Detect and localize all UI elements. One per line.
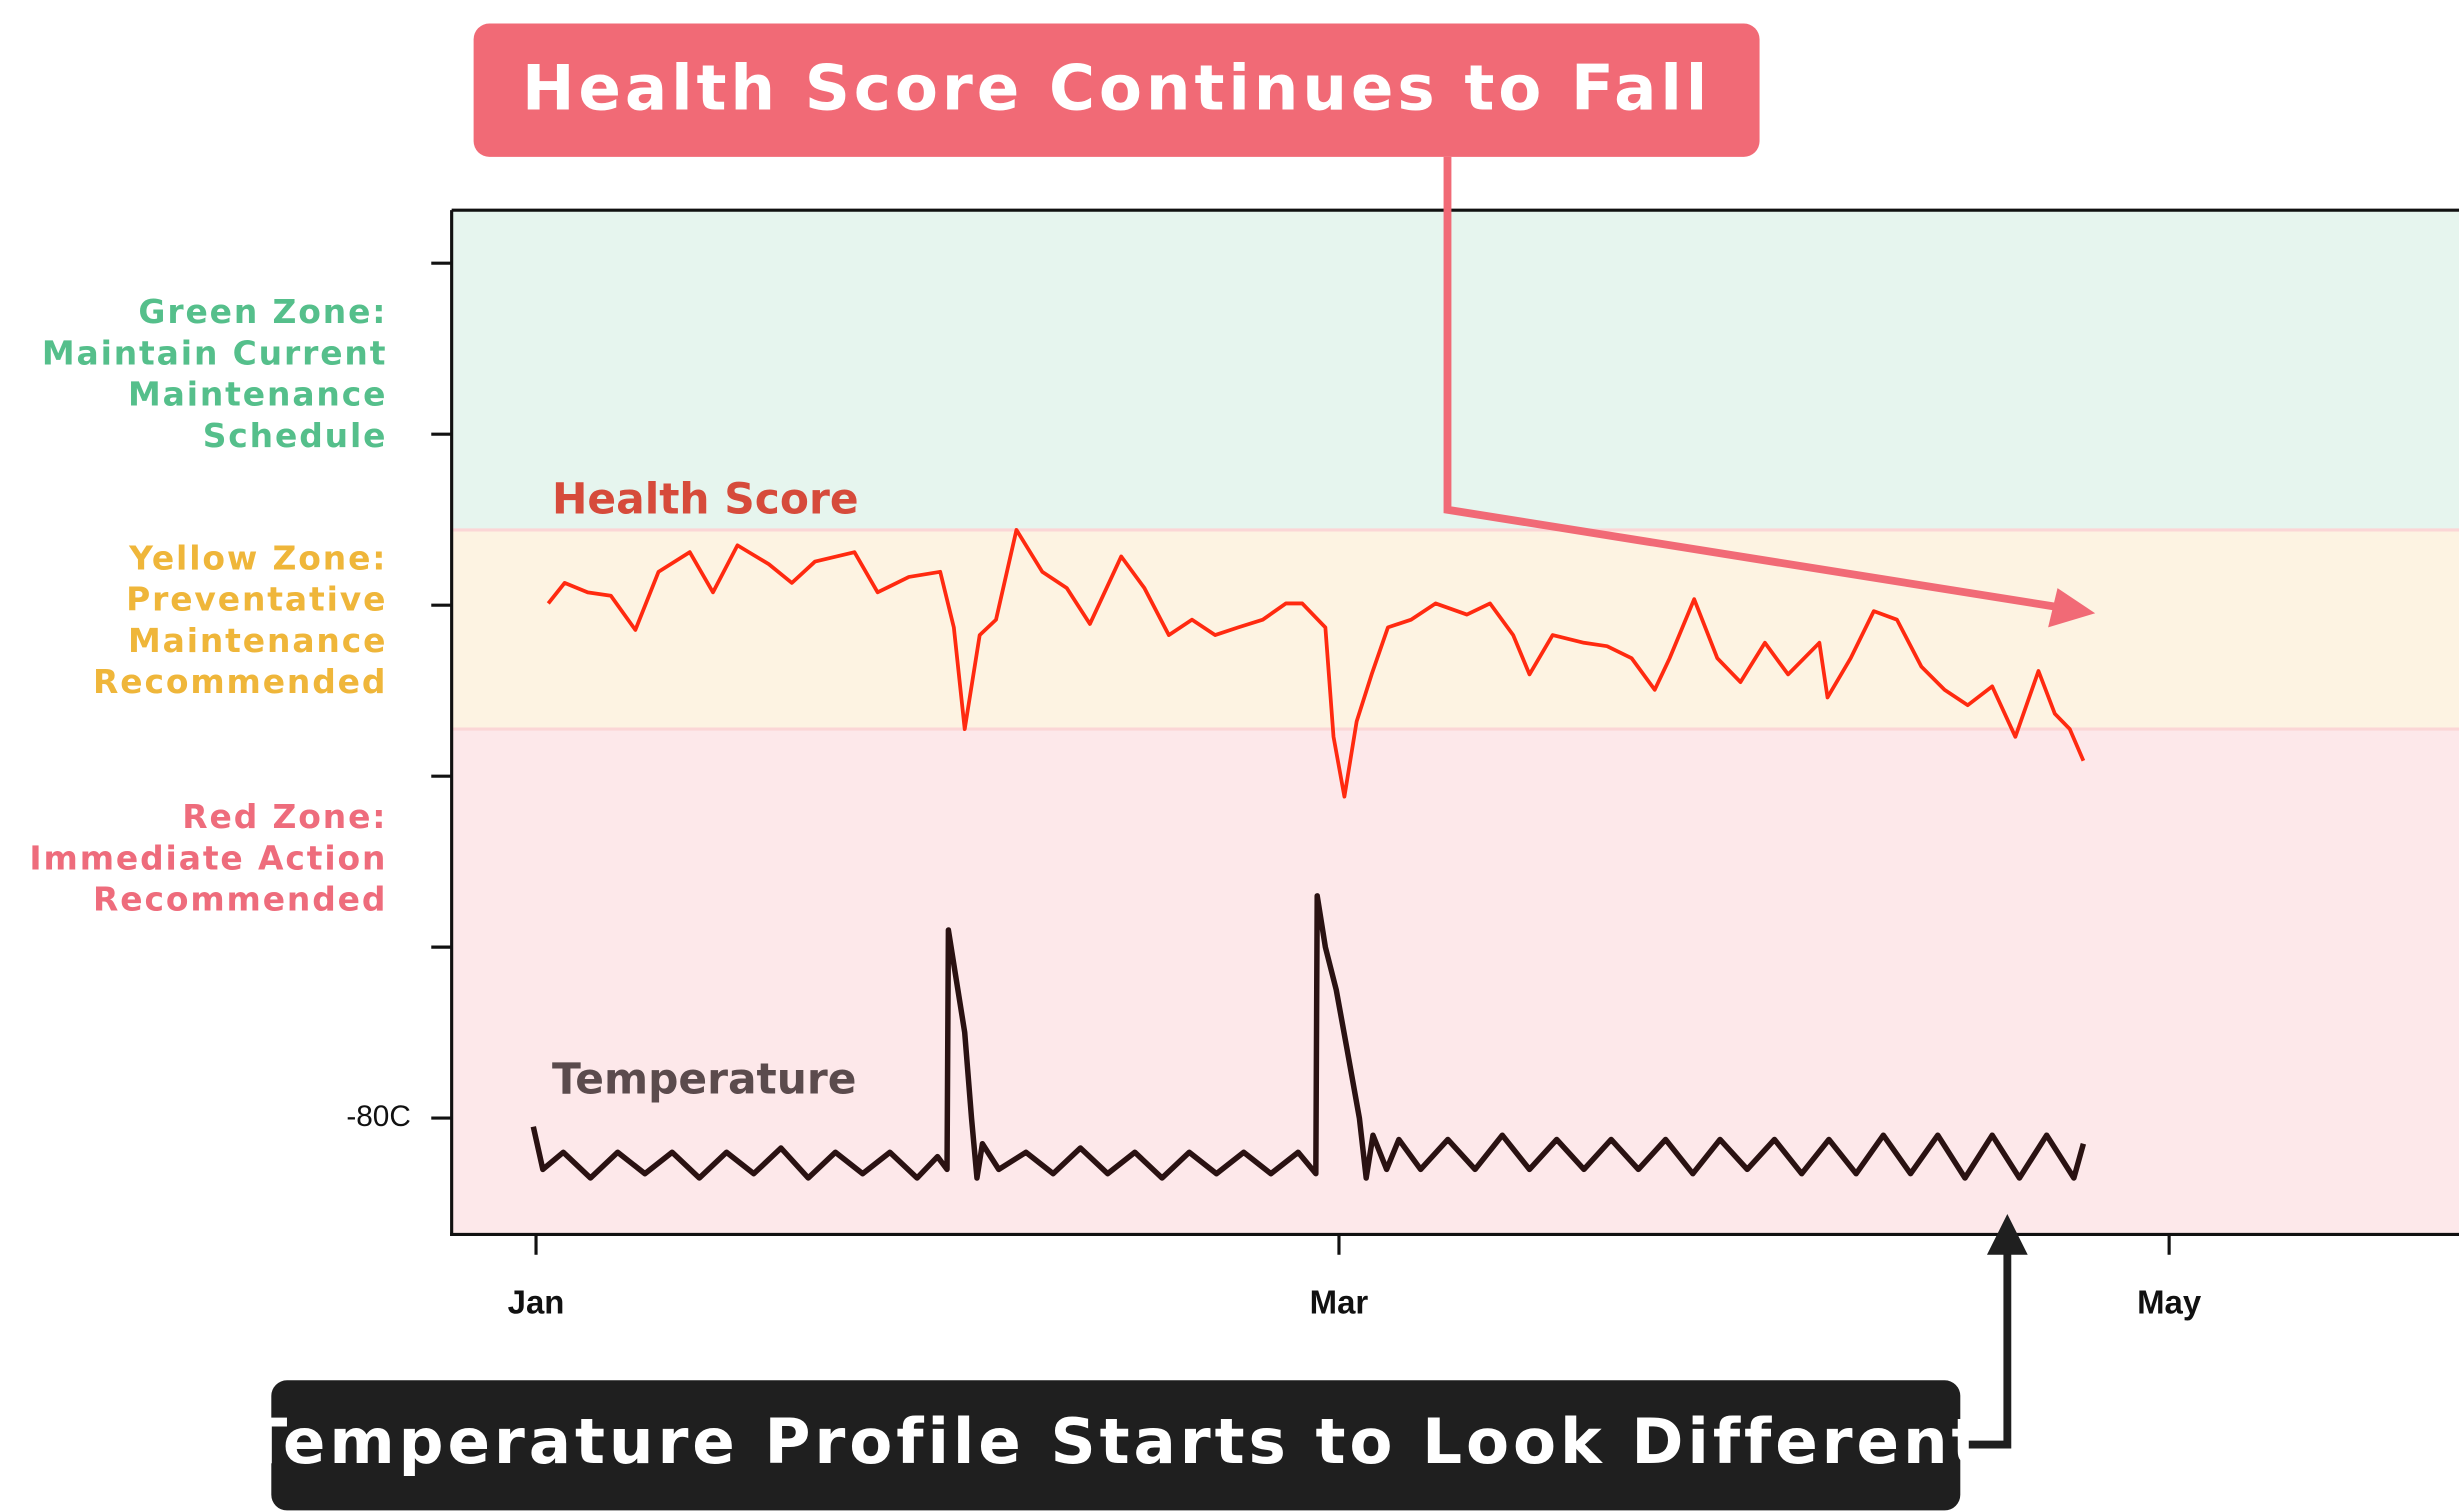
- x-tick-label: Mar: [1310, 1284, 1369, 1321]
- zone-band: [451, 210, 2459, 530]
- zone-label: Recommended: [93, 662, 387, 701]
- x-tick-label: Jan: [508, 1284, 565, 1321]
- series-label: Health Score: [552, 474, 859, 523]
- zone-label: Yellow Zone:: [128, 538, 387, 577]
- annotation-arrowhead: [1986, 1213, 2028, 1255]
- zone-label: Recommended: [93, 880, 387, 919]
- zone-band: [451, 529, 2459, 730]
- zone-label: Maintain Current: [42, 333, 388, 372]
- annotation-arrow: [1960, 1248, 2012, 1449]
- zone-band: [451, 729, 2459, 1235]
- series-label: Temperature: [552, 1055, 856, 1104]
- annotation-arrow: [1443, 156, 2059, 611]
- annotation-text: Health Score Continues to Fall: [522, 52, 1711, 125]
- zone-label: Green Zone:: [138, 292, 387, 331]
- annotation-text: Temperature Profile Starts to Look Diffe…: [245, 1405, 1986, 1478]
- zone-label: Immediate Action: [29, 838, 387, 877]
- plot: [530, 528, 2087, 1181]
- annotation-arrowhead: [2048, 588, 2096, 628]
- zone-label: Maintenance: [128, 375, 387, 414]
- series-line: [530, 893, 2087, 1181]
- x-tick-label: May: [2137, 1284, 2202, 1321]
- annotation-box: [473, 23, 1760, 157]
- zone-label: Maintenance: [128, 621, 387, 660]
- zone-label: Red Zone:: [182, 797, 387, 836]
- zone-label: Schedule: [203, 416, 388, 455]
- annotation-box: [271, 1380, 1961, 1511]
- zone-label: Preventative: [126, 580, 387, 619]
- y-tick-label: -80C: [346, 1100, 411, 1133]
- series-line: [546, 528, 2086, 799]
- zones: Green Zone:Maintain CurrentMaintenanceSc…: [29, 210, 2459, 1235]
